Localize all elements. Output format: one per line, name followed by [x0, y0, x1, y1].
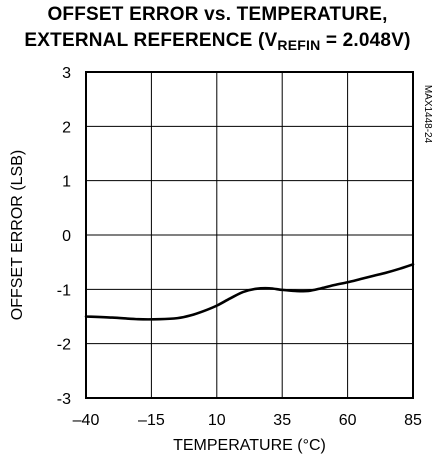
- x-tick-label: 10: [208, 412, 226, 429]
- y-tick-label: -3: [57, 391, 71, 408]
- y-tick-label: 3: [62, 65, 71, 82]
- series-line-offset-error: [86, 264, 413, 319]
- x-tick-labels: –40 –15 10 35 60 85: [73, 412, 422, 429]
- y-axis-label: OFFSET ERROR (LSB): [9, 150, 26, 320]
- grid-lines: [86, 72, 413, 398]
- y-tick-labels: -3 -2 -1 0 1 2 3: [57, 65, 71, 408]
- x-tick-label: –40: [73, 412, 100, 429]
- x-tick-label: –15: [138, 412, 165, 429]
- x-axis-label: TEMPERATURE (°C): [173, 437, 326, 454]
- y-tick-label: -1: [57, 282, 71, 299]
- x-tick-label: 35: [273, 412, 291, 429]
- y-tick-label: -2: [57, 337, 71, 354]
- y-tick-label: 1: [62, 174, 71, 191]
- x-tick-label: 60: [339, 412, 357, 429]
- y-tick-label: 0: [62, 228, 71, 245]
- figure-code: MAX1448-24: [422, 85, 433, 144]
- x-tick-label: 85: [404, 412, 422, 429]
- y-tick-label: 2: [62, 119, 71, 136]
